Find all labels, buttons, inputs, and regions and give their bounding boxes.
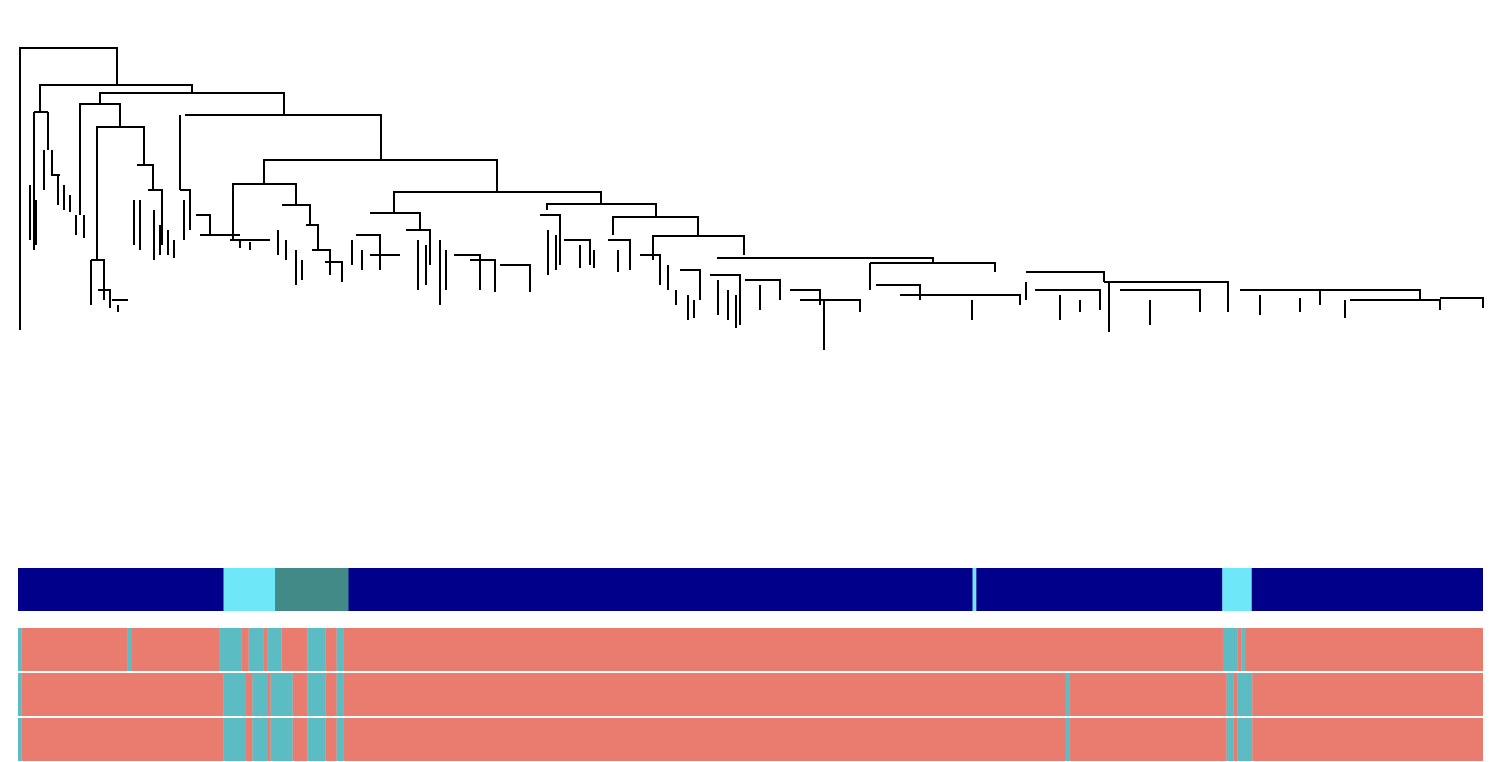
- track-segment: [223, 718, 246, 761]
- track-segment: [1222, 628, 1238, 671]
- track-segment: [1244, 628, 1483, 671]
- track-segment: [248, 628, 264, 671]
- track-segment: [1241, 628, 1245, 671]
- track-segment: [127, 628, 132, 671]
- track-segment: [1065, 718, 1070, 761]
- annotation-tracks: [18, 568, 1483, 761]
- track-segment: [267, 718, 271, 761]
- track-segment: [1233, 673, 1238, 716]
- track-segment: [18, 568, 224, 611]
- track-segment: [343, 628, 1223, 671]
- track-segment: [972, 568, 977, 611]
- track-segment: [1237, 673, 1253, 716]
- track-segment: [292, 718, 308, 761]
- track-segment: [18, 628, 22, 671]
- track-segment: [1251, 568, 1483, 611]
- track-segment: [1065, 673, 1070, 716]
- track-segment: [1222, 568, 1252, 611]
- track-segment: [281, 628, 308, 671]
- track-segment: [252, 673, 268, 716]
- track-segment: [1252, 673, 1483, 716]
- track-segment: [223, 673, 246, 716]
- dendrogram-branches: [19, 47, 1484, 350]
- track-segment: [1233, 718, 1238, 761]
- track-segment: [343, 673, 1066, 716]
- track-segment: [336, 718, 344, 761]
- track-segment: [1226, 673, 1234, 716]
- track-segment: [252, 718, 268, 761]
- track-segment: [336, 673, 344, 716]
- track-segment: [245, 718, 253, 761]
- track-segment: [1252, 718, 1483, 761]
- track-segment: [307, 718, 326, 761]
- track-segment: [1069, 718, 1227, 761]
- track-segment: [241, 628, 249, 671]
- track-segment: [18, 718, 22, 761]
- track-segment: [263, 628, 268, 671]
- track-segment: [307, 628, 326, 671]
- dendrogram: [19, 47, 1484, 350]
- track-segment: [336, 628, 344, 671]
- track-segment: [292, 673, 308, 716]
- track-segment: [325, 628, 337, 671]
- track-segment: [21, 718, 224, 761]
- track-segment: [976, 568, 1223, 611]
- track-segment: [1069, 673, 1227, 716]
- track-segment: [348, 568, 973, 611]
- track-segment: [267, 673, 271, 716]
- track-segment: [131, 628, 220, 671]
- track-segment: [18, 673, 22, 716]
- track-segment: [1237, 718, 1253, 761]
- track-segment: [343, 718, 1066, 761]
- track-segment: [267, 628, 282, 671]
- track-segment: [1237, 628, 1242, 671]
- track-segment: [270, 718, 293, 761]
- track-segment: [270, 673, 293, 716]
- track-segment: [325, 673, 337, 716]
- track-segment: [21, 673, 224, 716]
- track-segment: [325, 718, 337, 761]
- track-segment: [21, 628, 128, 671]
- track-segment: [223, 568, 276, 611]
- track-segment: [219, 628, 242, 671]
- track-segment: [307, 673, 326, 716]
- track-segment: [275, 568, 349, 611]
- track-segment: [245, 673, 253, 716]
- track-segment: [1226, 718, 1234, 761]
